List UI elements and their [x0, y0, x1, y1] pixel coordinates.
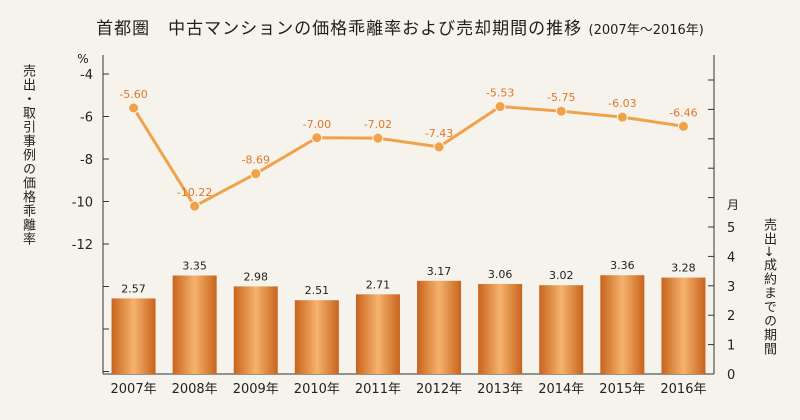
left-tick-label: -10: [72, 196, 93, 211]
left-axis-unit: %: [77, 52, 88, 66]
bar-series: [111, 275, 706, 374]
line-value-label: -5.75: [547, 91, 575, 104]
line-value-label: -7.43: [425, 127, 453, 140]
bar: [111, 298, 156, 374]
x-tick-label: 2007年: [111, 382, 157, 397]
left-tick-label: -8: [80, 153, 93, 168]
data-labels: 2.57 3.35 2.98 2.51 2.71 3.17 3.06 3.02 3.36 3.28…: [119, 87, 697, 298]
line-point: [616, 111, 628, 123]
bar: [539, 285, 584, 374]
line-value-label: -7.02: [364, 118, 392, 131]
line-point: [189, 200, 201, 212]
line-value-label: -10.22: [177, 186, 212, 199]
bar-value-label: 3.35: [182, 260, 207, 273]
right-tick-label: 3: [727, 280, 735, 295]
bar-value-label: 3.36: [610, 259, 635, 272]
line-point: [372, 132, 384, 144]
bar-value-label: 2.71: [366, 278, 391, 291]
bar: [478, 284, 523, 374]
right-axis-unit: 月: [727, 198, 739, 212]
left-tick-label: -4: [80, 68, 93, 83]
bar-value-label: 3.06: [488, 268, 513, 281]
right-tick-label: 4: [727, 250, 735, 265]
x-tick-label: 2011年: [355, 382, 401, 397]
chart-title: 首都圏 中古マンションの価格乖離率および売却期間の推移 (2007年〜2016年…: [0, 14, 800, 39]
right-tick-label: 2: [727, 309, 735, 324]
bar-value-label: 2.51: [305, 284, 330, 297]
x-tick-label: 2016年: [660, 382, 706, 397]
line-point: [311, 132, 323, 144]
chart-title-main: 首都圏 中古マンションの価格乖離率および売却期間の推移: [96, 19, 583, 39]
line-point: [555, 105, 567, 117]
bar-value-label: 2.57: [121, 282, 146, 295]
bar-value-label: 3.17: [427, 265, 452, 278]
line-point: [677, 120, 689, 132]
left-tick-label: -12: [72, 238, 93, 253]
bar-value-label: 3.02: [549, 269, 574, 282]
line-value-label: -6.03: [608, 97, 636, 110]
line-value-label: -6.46: [669, 106, 697, 119]
bar: [233, 286, 278, 374]
line-point: [494, 101, 506, 113]
left-tick-label: -6: [80, 111, 93, 126]
line-value-label: -7.00: [303, 118, 331, 131]
right-tick-label: 5: [727, 221, 735, 236]
bar-value-label: 3.28: [671, 262, 696, 275]
bar: [172, 275, 217, 374]
line-series: [128, 101, 689, 212]
right-tick-label: 0: [727, 368, 735, 383]
bar-value-label: 2.98: [244, 270, 269, 283]
line-point: [433, 141, 445, 153]
line-point: [128, 102, 140, 114]
x-tick-label: 2008年: [172, 382, 218, 397]
x-tick-label: 2014年: [538, 382, 584, 397]
line-value-label: -5.60: [119, 88, 147, 101]
line-value-label: -5.53: [486, 87, 514, 100]
x-tick-label: 2012年: [416, 382, 462, 397]
x-tick-label: 2010年: [294, 382, 340, 397]
bar: [600, 275, 645, 374]
line-path: [132, 105, 684, 208]
line-value-label: -8.69: [242, 154, 270, 167]
line-point: [250, 168, 262, 180]
axes: % -4 -6 -8 -10 -12 0 1 2 3 4 5 月 2007年 2008年 2009年 2010年…: [72, 52, 739, 397]
x-tick-label: 2013年: [477, 382, 523, 397]
bar: [355, 294, 400, 374]
chart-title-sub: (2007年〜2016年): [588, 23, 704, 38]
bar: [417, 280, 462, 374]
x-tick-label: 2015年: [599, 382, 645, 397]
bar: [294, 300, 339, 374]
x-tick-label: 2009年: [233, 382, 279, 397]
right-tick-label: 1: [727, 339, 735, 354]
right-axis-label: 売出→成約までの期間: [761, 218, 776, 356]
bar: [661, 277, 706, 374]
left-axis-label: 売出・取引事例の価格乖離率: [20, 64, 35, 246]
